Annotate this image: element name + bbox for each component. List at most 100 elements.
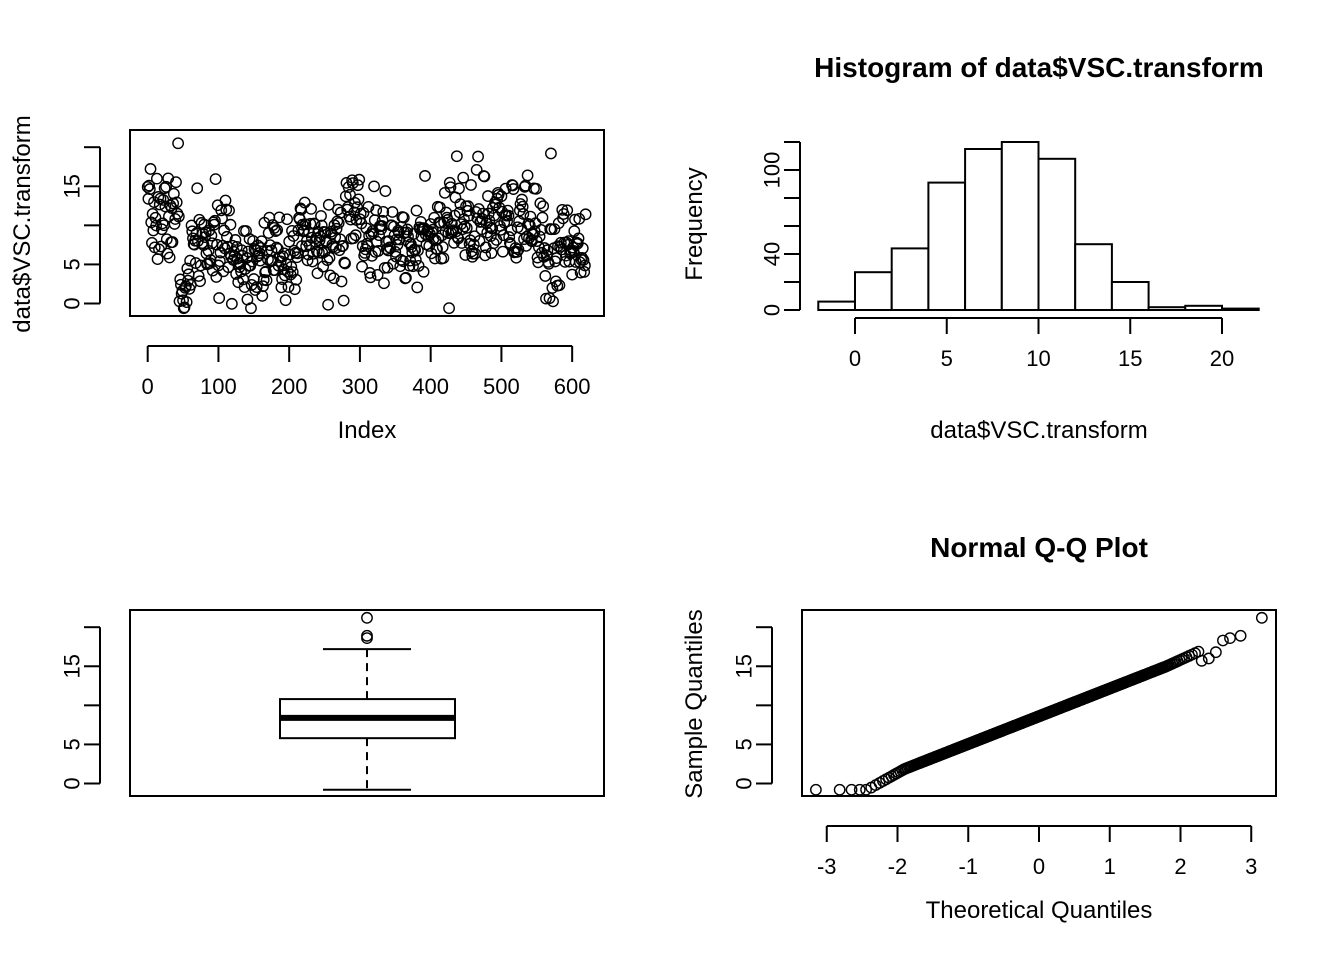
data-point [426,223,439,236]
qq-point [1195,654,1208,667]
data-point [305,202,318,215]
qq-point [853,783,866,796]
index-plot: 0 100 200 300 400 500 600 Index 0 5 15 data$VSC.tra… [9,115,605,444]
x-tick-label: 100 [200,374,237,399]
x-tick-label: 0 [142,374,154,399]
data-point [337,239,349,252]
boxplot: 0 5 15 [60,609,605,797]
data-point [478,170,491,183]
plot-box [129,609,605,797]
data-point [368,180,380,193]
data-point [323,251,336,264]
data-point [453,182,465,195]
data-point [397,211,410,224]
data-point [576,251,588,264]
x-tick-label: 400 [412,374,449,399]
data-point [521,169,534,182]
data-point [417,265,430,278]
data-point [286,266,299,279]
data-point [321,254,334,267]
data-point [213,292,226,304]
data-point [159,200,172,213]
data-point [170,176,182,189]
data-point [457,171,470,184]
data-point [225,297,238,310]
data-point [181,262,194,275]
data-point [283,248,296,261]
data-point [496,245,509,258]
data-point [404,254,417,267]
data-point [407,260,419,273]
histogram-bar [964,148,1003,311]
histogram-bar [1221,307,1260,312]
data-point [516,200,529,213]
data-point [499,182,512,195]
y-tick-label: 5 [60,738,85,750]
data-point [257,280,269,293]
qq-point [1217,634,1229,647]
data-point [576,242,589,255]
data-point [238,281,251,293]
data-point [166,236,179,248]
data-point [169,213,182,225]
data-point [310,245,323,258]
data-point [242,245,255,258]
qq-point [1224,632,1236,645]
data-point [304,217,317,230]
qq-point [833,783,846,796]
x-axis-label: Index [338,417,397,444]
y-tick-label: 0 [732,777,757,789]
histogram-bar [1184,304,1224,311]
data-point [472,150,484,163]
data-point [275,281,288,294]
data-point [516,193,528,206]
data-point [536,211,549,224]
data-point [395,253,407,266]
data-point [178,301,191,314]
data-point [470,163,483,176]
data-point [281,213,293,226]
data-point [291,251,303,264]
data-point [363,267,376,279]
data-point [334,233,347,246]
data-point [155,240,168,253]
data-point [412,244,424,257]
data-point [141,181,154,193]
data-point [538,242,551,254]
data-point [179,280,192,293]
chart-title: Normal Q-Q Plot [930,532,1148,563]
data-point [199,231,211,243]
data-point [180,296,193,308]
data-point [364,271,377,284]
data-point [290,273,303,286]
data-point [545,147,557,160]
data-point [507,183,520,195]
data-point [144,163,157,175]
data-point [344,213,357,226]
data-point [170,196,183,209]
data-point [156,217,169,230]
data-point [462,209,475,222]
data-point [479,249,492,262]
x-tick-label: 300 [342,374,379,399]
x-axis-label: data$VSC.transform [930,417,1147,444]
histogram-bar [927,181,967,312]
data-point [386,206,399,218]
data-point [455,237,468,249]
y-axis-label: data$VSC.transform [9,115,36,332]
data-point [250,281,263,294]
qq-point [1255,611,1268,624]
x-tick-label: 200 [271,374,308,399]
data-point [317,260,330,273]
data-point [208,214,221,227]
x-tick-label: 500 [483,374,520,399]
data-point [214,246,227,259]
y-axis-label: Frequency [681,167,708,280]
x-tick-label: 0 [1033,854,1045,879]
data-point [473,234,486,247]
data-point [548,223,561,236]
data-point [462,200,475,213]
qq-point [860,783,872,796]
qq-point [809,783,822,796]
data-point [537,200,550,213]
